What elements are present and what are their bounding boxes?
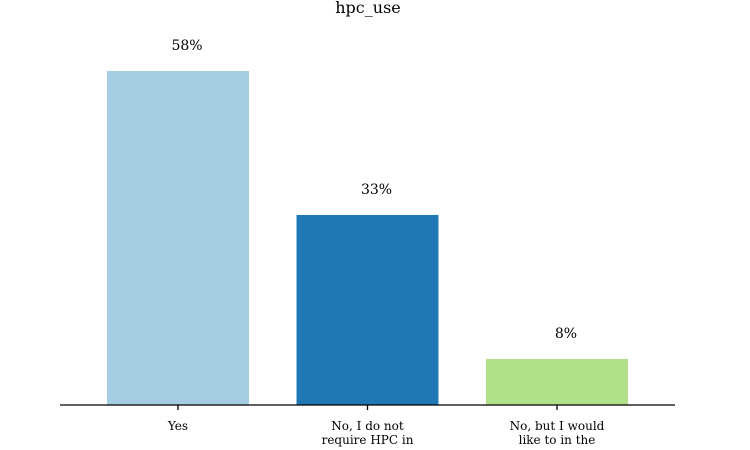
data-label-3: 8%	[555, 326, 577, 342]
data-label-1: 58%	[171, 38, 202, 54]
chart-title: hpc_use	[335, 0, 401, 17]
x-ticks-group: Yes No, I do not require HPC in No, but I w…	[167, 405, 605, 447]
data-labels-group: 58% 33% 8%	[171, 38, 577, 342]
x-tick-label-2: No, I do not require HPC in	[322, 419, 414, 447]
bars-group	[107, 71, 628, 405]
x-tick-label-3: No, but I would like to in the	[510, 419, 605, 447]
bar-1	[107, 71, 249, 405]
bar-3	[486, 358, 628, 405]
data-label-2: 33%	[361, 182, 392, 198]
x-tick-label-1: Yes	[167, 419, 188, 433]
bar-2	[296, 214, 439, 405]
